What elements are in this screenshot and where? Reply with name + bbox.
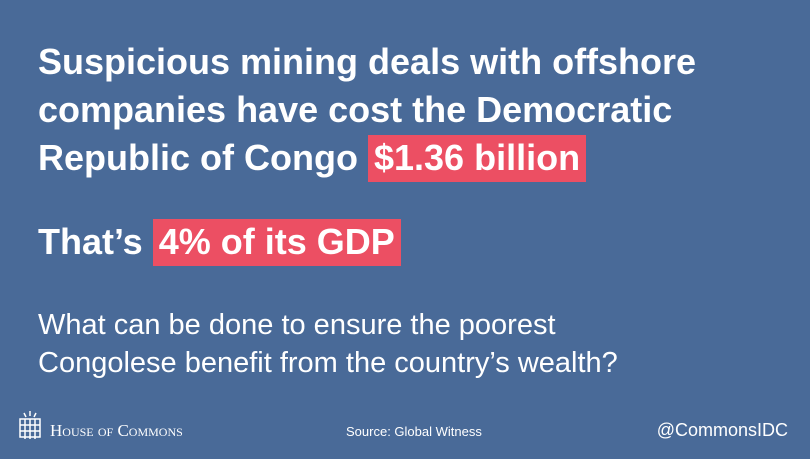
logo-text: House of Commons [50,421,183,440]
question: What can be done to ensure the poorest C… [38,306,618,382]
headline-line: Suspicious mining deals with offshore [38,41,697,82]
headline-line: companies have cost the Democratic [38,89,673,130]
handle: @CommonsIDC [656,420,788,440]
question-line: What can be done to ensure the poorest [38,309,556,341]
comparison: That’s 4% of its GDP [38,218,401,266]
source: Source: Global Witness [346,424,482,439]
question-line: Congolese benefit from the country’s wea… [38,347,618,379]
headline-line: Republic of Congo $1.36 billion [38,134,696,182]
highlight: $1.36 billion [367,135,587,182]
logo-icon [19,411,41,439]
headline: Suspicious mining deals with offshore co… [38,38,696,182]
headline-line: Republic of Congo [38,137,358,178]
highlight: 4% of its GDP [152,219,401,266]
comparison-text: That’s [38,221,143,262]
